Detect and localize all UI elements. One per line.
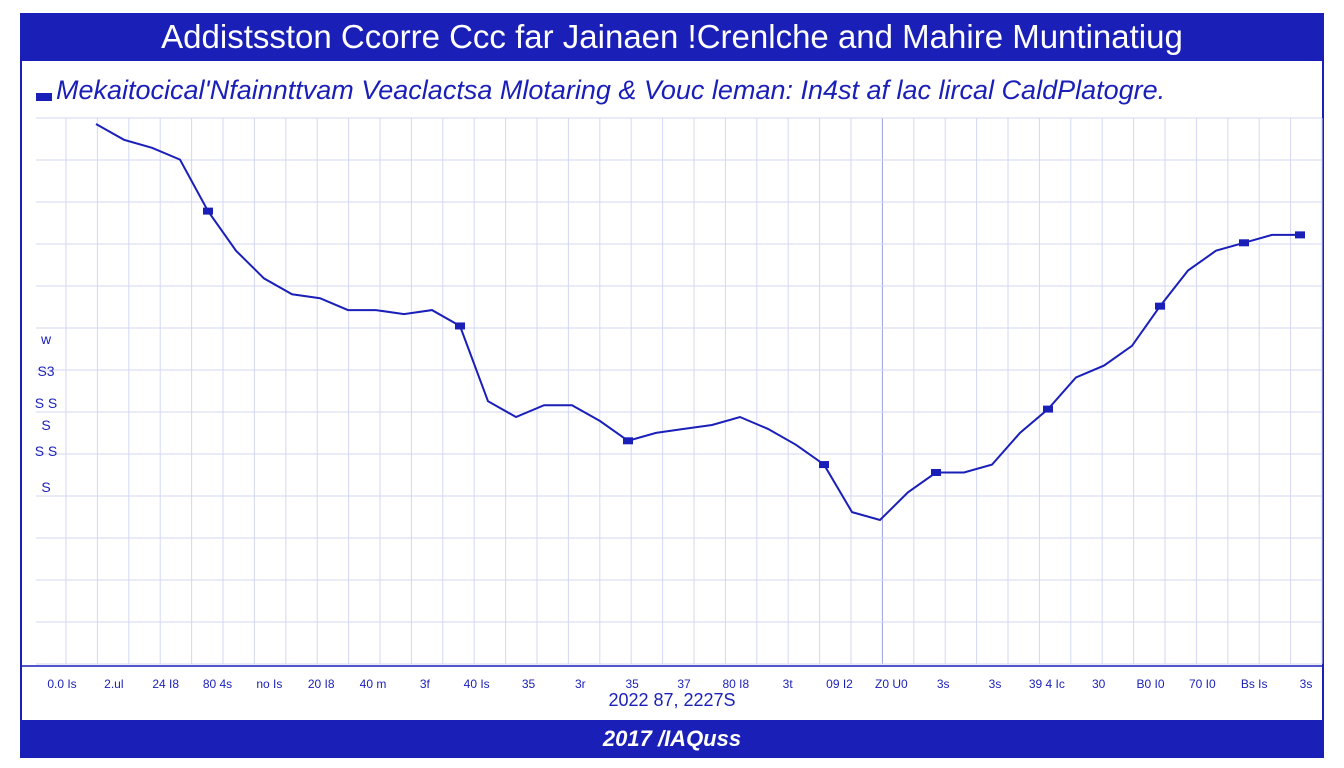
x-tick-label: 40 Is <box>464 677 490 691</box>
legend-marker-icon <box>36 93 52 101</box>
y-tick-label: S <box>41 479 50 495</box>
x-tick-label: 39 4 Ic <box>1029 677 1065 691</box>
series-markers <box>203 207 1305 476</box>
x-tick-label: 40 m <box>360 677 387 691</box>
x-tick-label: 2.ul <box>104 677 123 691</box>
grid-lines <box>20 117 1324 667</box>
x-tick-label: 3r <box>575 677 586 691</box>
x-tick-label: no Is <box>256 677 282 691</box>
legend: Mekaitocical'Nfainnttvam Veaclactsa Mlot… <box>36 70 1316 110</box>
x-tick-label: 09 I2 <box>826 677 853 691</box>
x-tick-label: 35 <box>522 677 536 691</box>
x-tick-label: 3t <box>783 677 794 691</box>
y-tick-label: S <box>41 417 50 433</box>
y-tick-label: S3 <box>37 363 54 379</box>
y-tick-label: S S <box>35 443 58 459</box>
data-point-marker <box>623 437 633 445</box>
x-tick-label: 20 I8 <box>308 677 335 691</box>
x-tick-label: 3s <box>989 677 1002 691</box>
x-tick-label: Bs Is <box>1241 677 1268 691</box>
x-tick-label: 35 <box>625 677 639 691</box>
chart-subtitle: Mekaitocical'Nfainnttvam Veaclactsa Mlot… <box>56 75 1166 105</box>
x-tick-label: 0.0 Is <box>47 677 76 691</box>
x-tick-label: 37 <box>677 677 691 691</box>
data-point-marker <box>1239 239 1249 247</box>
data-point-marker <box>1155 302 1165 310</box>
chart-title: Addistsston Ccorre Ccc far Jainaen !Cren… <box>20 13 1324 61</box>
series-line <box>95 123 1300 522</box>
x-tick-label: 3f <box>420 677 431 691</box>
x-tick-label: 3s <box>1300 677 1313 691</box>
data-point-marker <box>203 207 213 215</box>
x-axis-label: 2022 87, 2227S <box>608 690 736 710</box>
y-tick-label: S S <box>35 395 58 411</box>
x-tick-label: 80 4s <box>203 677 232 691</box>
data-point-marker <box>455 322 465 330</box>
y-tick-label: w <box>40 331 52 347</box>
y-tick-labels: w S3 S S S S S S <box>35 331 58 495</box>
x-tick-label: 30 <box>1092 677 1106 691</box>
data-point-marker <box>1043 405 1053 413</box>
x-tick-label: 24 I8 <box>152 677 179 691</box>
data-point-marker <box>931 468 941 476</box>
data-point-marker <box>1295 231 1305 239</box>
x-tick-label: 80 I8 <box>722 677 749 691</box>
x-tick-label: 3s <box>937 677 950 691</box>
x-tick-label: Z0 U0 <box>875 677 908 691</box>
x-tick-label: 70 I0 <box>1189 677 1216 691</box>
x-tick-labels: 0.0 Is 2.ul 24 I8 80 4s no Is 20 I8 40 m 3f 40 I… <box>47 677 1312 691</box>
chart-frame <box>20 61 1324 720</box>
data-point-marker <box>819 461 829 469</box>
footer-label: 2017 /IAQuss <box>20 720 1324 758</box>
x-tick-label: B0 I0 <box>1136 677 1164 691</box>
